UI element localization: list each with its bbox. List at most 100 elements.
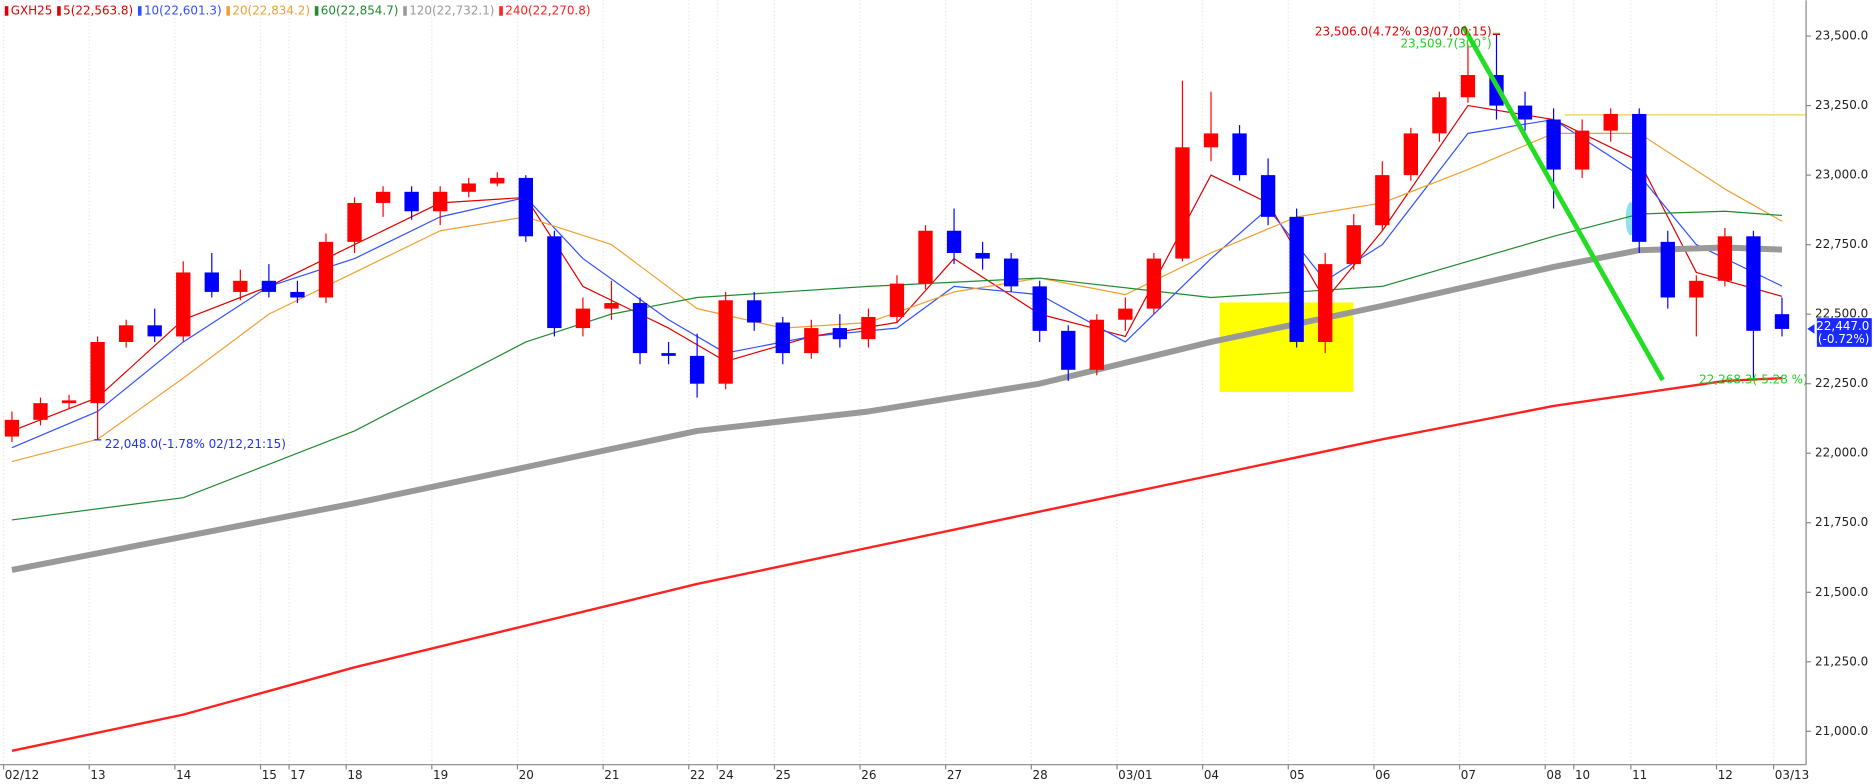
candle-body (1403, 133, 1419, 176)
x-tick-label: 04 (1204, 768, 1219, 782)
candle-body (1574, 130, 1590, 170)
candle-body (461, 183, 476, 192)
candle-body (1232, 133, 1247, 176)
ma-line (11, 118, 1783, 449)
candle-body (318, 241, 334, 298)
candle-body (747, 300, 762, 323)
candle-body (118, 325, 134, 342)
x-tick-label: 24 (719, 768, 734, 782)
x-tick-label: 14 (176, 768, 191, 782)
x-tick-label: 21 (604, 768, 619, 782)
candle-body (204, 272, 219, 292)
x-tick-label: 19 (433, 768, 448, 782)
y-tick-label: 21,750.0 (1815, 515, 1868, 529)
legend-swatch (499, 6, 503, 16)
legend-swatch (137, 6, 142, 16)
candle-body (775, 322, 790, 354)
y-tick-label: 21,250.0 (1815, 654, 1868, 668)
annotation: 22,268.3(-5.28 %) (1699, 372, 1808, 386)
legend-swatch (403, 6, 407, 16)
x-tick-label: 08 (1546, 768, 1561, 782)
x-tick-label: 06 (1375, 768, 1390, 782)
candle-body (946, 230, 962, 253)
x-tick-label: 11 (1632, 768, 1647, 782)
x-tick-label: 10 (1575, 768, 1590, 782)
candle-body (604, 303, 619, 309)
x-tick-label: 25 (776, 768, 791, 782)
x-tick-label: 22 (690, 768, 705, 782)
candle-body (1146, 258, 1162, 309)
y-tick-label: 22,250.0 (1815, 376, 1868, 390)
candle-body (1175, 147, 1190, 259)
candle-body (689, 355, 705, 384)
candle-body (1032, 286, 1047, 331)
legend-label: 20(22,834.2) (232, 3, 310, 17)
x-tick-label: 07 (1461, 768, 1476, 782)
x-tick-label: 13 (90, 768, 105, 782)
x-tick-label: 05 (1289, 768, 1304, 782)
legend-swatch (226, 6, 230, 16)
candle-body (61, 400, 77, 404)
candle-body (1460, 75, 1476, 98)
candle-body (1346, 225, 1361, 265)
candle-body (233, 280, 248, 292)
candle-body (147, 325, 162, 337)
candle-body (433, 191, 448, 212)
y-tick-label: 23,000.0 (1815, 168, 1868, 182)
y-tick-label: 23,250.0 (1815, 98, 1868, 112)
x-tick-label: 03/01 (1118, 768, 1152, 782)
candle-body (1517, 105, 1533, 120)
legend-label: 240(22,270.8) (505, 3, 590, 17)
candle-body (918, 230, 933, 284)
candle-body (176, 272, 191, 337)
x-tick-label: 18 (347, 768, 362, 782)
x-tick-label: 17 (290, 768, 305, 782)
ma-line (11, 132, 1783, 463)
annotation: 23,509.7(300˚) (1400, 36, 1491, 51)
legend-swatch (314, 6, 319, 16)
y-tick-label: 23,500.0 (1815, 29, 1868, 43)
candle-body (1318, 264, 1333, 342)
y-tick-label: 22,000.0 (1815, 446, 1868, 460)
candle-body (347, 202, 362, 242)
candle-body (1632, 113, 1647, 242)
candle-body (889, 283, 905, 317)
annotation: 23,506.0(4.72% 03/07,00:15) (1315, 25, 1492, 39)
price-pointer (1807, 324, 1815, 334)
legend-swatch (4, 6, 9, 16)
x-tick-label: 15 (262, 768, 277, 782)
candle-body (1746, 236, 1761, 331)
y-tick-label: 21,500.0 (1815, 585, 1868, 599)
candle-body (832, 328, 848, 340)
legend-label: 120(22,732.1) (409, 3, 494, 17)
trend-line (1461, 25, 1665, 382)
price-tag (1816, 318, 1872, 347)
x-tick-label: 27 (947, 768, 962, 782)
candle-body (375, 191, 391, 203)
candle-body (804, 328, 819, 354)
candle-body (1546, 119, 1561, 170)
y-tick-label: 21,000.0 (1815, 724, 1868, 738)
candle-body (90, 341, 105, 404)
candle-body (261, 280, 277, 292)
ma-line (11, 210, 1783, 521)
legend-symbol: GXH25 (11, 3, 53, 17)
candle-body (1003, 258, 1019, 287)
y-tick-label: 22,750.0 (1815, 237, 1868, 251)
legend-label: 60(22,854.7) (321, 3, 399, 17)
candle-body (1432, 97, 1447, 134)
candle-body (1089, 319, 1104, 370)
candle-body (1660, 241, 1675, 298)
candle-body (404, 191, 419, 212)
candle-body (4, 419, 20, 437)
candle-body (1774, 314, 1790, 329)
legend-swatch (57, 6, 61, 16)
candle-body (1375, 175, 1390, 226)
candle-body (1689, 280, 1704, 298)
candle-body (1603, 113, 1618, 131)
candle-body (1203, 133, 1219, 148)
ma-line (11, 104, 1783, 432)
x-tick-label: 12 (1718, 768, 1733, 782)
